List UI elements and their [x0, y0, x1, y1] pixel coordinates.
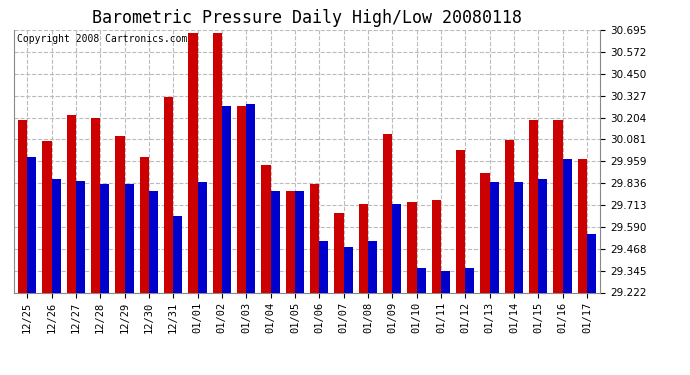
- Bar: [76, 181, 85, 292]
- Bar: [91, 118, 100, 292]
- Bar: [538, 179, 547, 292]
- Bar: [456, 150, 465, 292]
- Bar: [310, 184, 319, 292]
- Bar: [100, 184, 110, 292]
- Bar: [587, 234, 596, 292]
- Bar: [490, 182, 499, 292]
- Bar: [139, 158, 149, 292]
- Bar: [578, 159, 587, 292]
- Bar: [18, 120, 27, 292]
- Bar: [188, 33, 197, 292]
- Bar: [124, 184, 134, 292]
- Bar: [197, 182, 207, 292]
- Bar: [27, 158, 37, 292]
- Bar: [262, 165, 270, 292]
- Bar: [173, 216, 182, 292]
- Bar: [222, 106, 231, 292]
- Bar: [286, 191, 295, 292]
- Bar: [465, 268, 475, 292]
- Bar: [368, 241, 377, 292]
- Bar: [504, 140, 514, 292]
- Bar: [392, 204, 402, 292]
- Bar: [529, 120, 538, 292]
- Bar: [407, 202, 417, 292]
- Bar: [335, 213, 344, 292]
- Bar: [149, 191, 158, 292]
- Bar: [383, 134, 392, 292]
- Bar: [213, 33, 222, 292]
- Bar: [432, 200, 441, 292]
- Bar: [514, 182, 523, 292]
- Bar: [42, 141, 52, 292]
- Bar: [237, 106, 246, 292]
- Title: Barometric Pressure Daily High/Low 20080118: Barometric Pressure Daily High/Low 20080…: [92, 9, 522, 27]
- Bar: [480, 174, 490, 292]
- Bar: [295, 191, 304, 292]
- Bar: [319, 241, 328, 292]
- Bar: [417, 268, 426, 292]
- Bar: [344, 246, 353, 292]
- Bar: [270, 191, 279, 292]
- Bar: [359, 204, 368, 292]
- Bar: [67, 115, 76, 292]
- Bar: [115, 136, 124, 292]
- Bar: [52, 179, 61, 292]
- Bar: [164, 97, 173, 292]
- Bar: [562, 159, 572, 292]
- Bar: [246, 104, 255, 292]
- Text: Copyright 2008 Cartronics.com: Copyright 2008 Cartronics.com: [17, 34, 187, 44]
- Bar: [553, 120, 562, 292]
- Bar: [441, 272, 450, 292]
